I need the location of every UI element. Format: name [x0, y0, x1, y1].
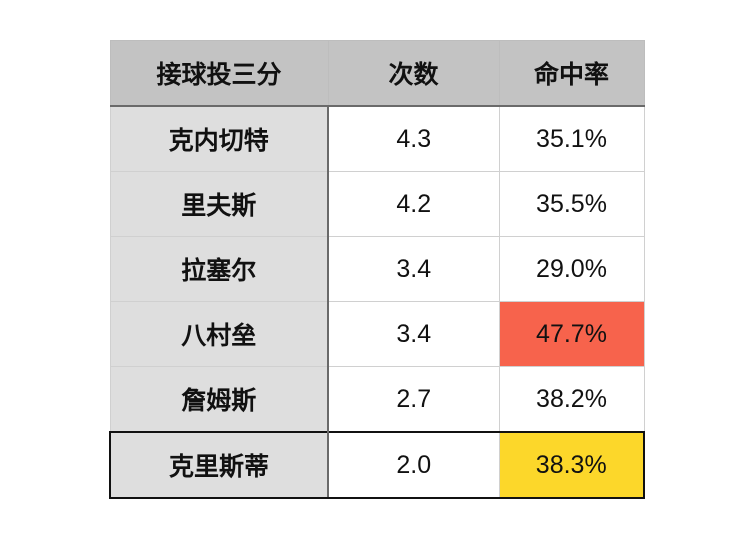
- table-row: 克里斯蒂 2.0 38.3%: [109, 431, 645, 499]
- player-name-cell: 克内切特: [109, 105, 329, 172]
- header-catch-shoot-3: 接球投三分: [109, 40, 329, 107]
- header-attempts: 次数: [327, 40, 500, 107]
- table-row: 克内切特 4.3 35.1%: [109, 105, 645, 172]
- player-name-cell: 八村垒: [109, 301, 329, 367]
- percentage-cell: 35.5%: [498, 171, 645, 237]
- player-name-cell: 里夫斯: [109, 171, 329, 237]
- attempts-cell: 4.2: [327, 171, 500, 237]
- table-row: 詹姆斯 2.7 38.2%: [109, 366, 645, 433]
- attempts-cell: 2.7: [327, 366, 500, 433]
- player-name-cell: 詹姆斯: [109, 366, 329, 433]
- percentage-cell: 38.2%: [498, 366, 645, 433]
- percentage-cell: 47.7%: [498, 301, 645, 367]
- header-row: 接球投三分 次数 命中率: [109, 40, 645, 107]
- player-name-cell: 拉塞尔: [109, 236, 329, 302]
- table-row: 拉塞尔 3.4 29.0%: [109, 236, 645, 302]
- attempts-cell: 3.4: [327, 236, 500, 302]
- percentage-cell: 35.1%: [498, 105, 645, 172]
- table-row: 八村垒 3.4 47.7%: [109, 301, 645, 367]
- attempts-cell: 3.4: [327, 301, 500, 367]
- percentage-cell: 38.3%: [498, 431, 645, 499]
- attempts-cell: 2.0: [327, 431, 500, 499]
- table-row: 里夫斯 4.2 35.5%: [109, 171, 645, 237]
- percentage-cell: 29.0%: [498, 236, 645, 302]
- attempts-cell: 4.3: [327, 105, 500, 172]
- player-name-cell: 克里斯蒂: [109, 431, 329, 499]
- header-percentage: 命中率: [498, 40, 645, 107]
- stats-table: 接球投三分 次数 命中率 克内切特 4.3 35.1% 里夫斯 4.2 35.5% 拉塞尔 3…: [109, 40, 645, 499]
